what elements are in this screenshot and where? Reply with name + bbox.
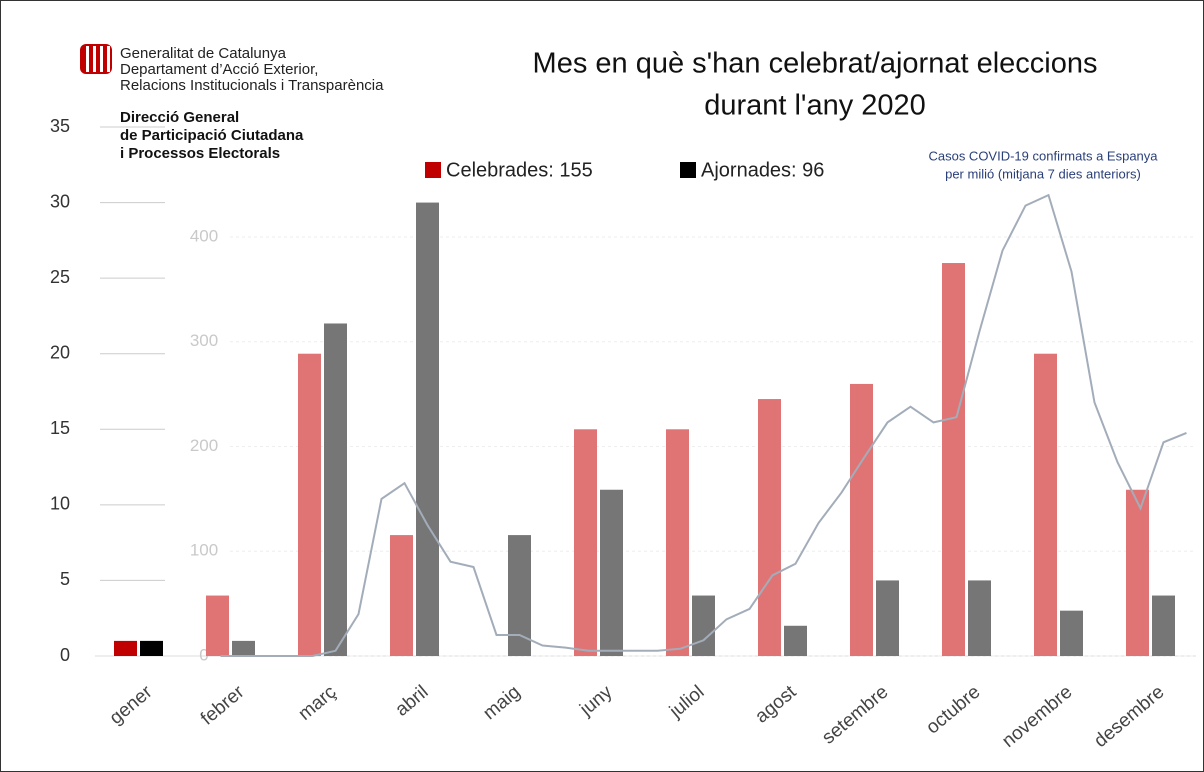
source-text: Generalitat de Catalunya xyxy=(120,45,287,62)
bar xyxy=(600,489,623,656)
bar xyxy=(140,640,163,656)
bar xyxy=(942,263,965,656)
bar xyxy=(692,595,715,656)
source-text: Direcció General xyxy=(120,109,239,126)
source-text: Departament d’Acció Exterior, xyxy=(120,61,318,78)
legend-label: Ajornades: 96 xyxy=(701,159,824,181)
y-tick-label: 5 xyxy=(60,569,70,589)
bar xyxy=(1034,353,1057,656)
y-tick-label: 35 xyxy=(50,116,70,136)
y2-tick-label: 200 xyxy=(190,436,218,455)
bar xyxy=(298,353,321,656)
y-tick-label: 20 xyxy=(50,342,70,362)
bar xyxy=(114,640,137,656)
bar xyxy=(758,399,781,656)
legend-swatch xyxy=(425,162,441,178)
y-tick-label: 15 xyxy=(50,418,70,438)
y-tick-label: 10 xyxy=(50,494,70,514)
bar xyxy=(876,580,899,656)
bar xyxy=(968,580,991,656)
bar xyxy=(1060,610,1083,656)
bar xyxy=(1126,489,1149,656)
bar xyxy=(324,323,347,656)
bar xyxy=(850,383,873,656)
y2-tick-label: 100 xyxy=(190,541,218,560)
bar xyxy=(390,535,413,656)
y-tick-label: 30 xyxy=(50,191,70,211)
source-text: Relacions Institucionals i Transparència xyxy=(120,77,384,94)
legend-swatch xyxy=(680,162,696,178)
y2-tick-label: 400 xyxy=(190,226,218,245)
chart-title: durant l'any 2020 xyxy=(704,90,926,122)
y2-tick-label: 0 xyxy=(199,645,208,664)
bar xyxy=(666,429,689,656)
y-tick-label: 0 xyxy=(60,645,70,665)
line-label: per milió (mitjana 7 dies anteriors) xyxy=(945,166,1141,181)
bar xyxy=(232,640,255,656)
line-label: Casos COVID-19 confirmats a Espanya xyxy=(928,148,1158,163)
y2-tick-label: 300 xyxy=(190,331,218,350)
bar xyxy=(1152,595,1175,656)
covid-line xyxy=(220,193,1187,657)
bar xyxy=(416,202,439,657)
chart-title: Mes en què s'han celebrat/ajornat elecci… xyxy=(533,48,1098,80)
source-text: i Processos Electorals xyxy=(120,145,280,162)
logo xyxy=(80,44,112,74)
source-text: de Participació Ciutadana xyxy=(120,127,304,144)
bar xyxy=(784,625,807,656)
legend-label: Celebrades: 155 xyxy=(446,159,593,181)
bar xyxy=(206,595,229,656)
y-tick-label: 25 xyxy=(50,267,70,287)
bar xyxy=(508,535,531,656)
bar xyxy=(574,429,597,656)
